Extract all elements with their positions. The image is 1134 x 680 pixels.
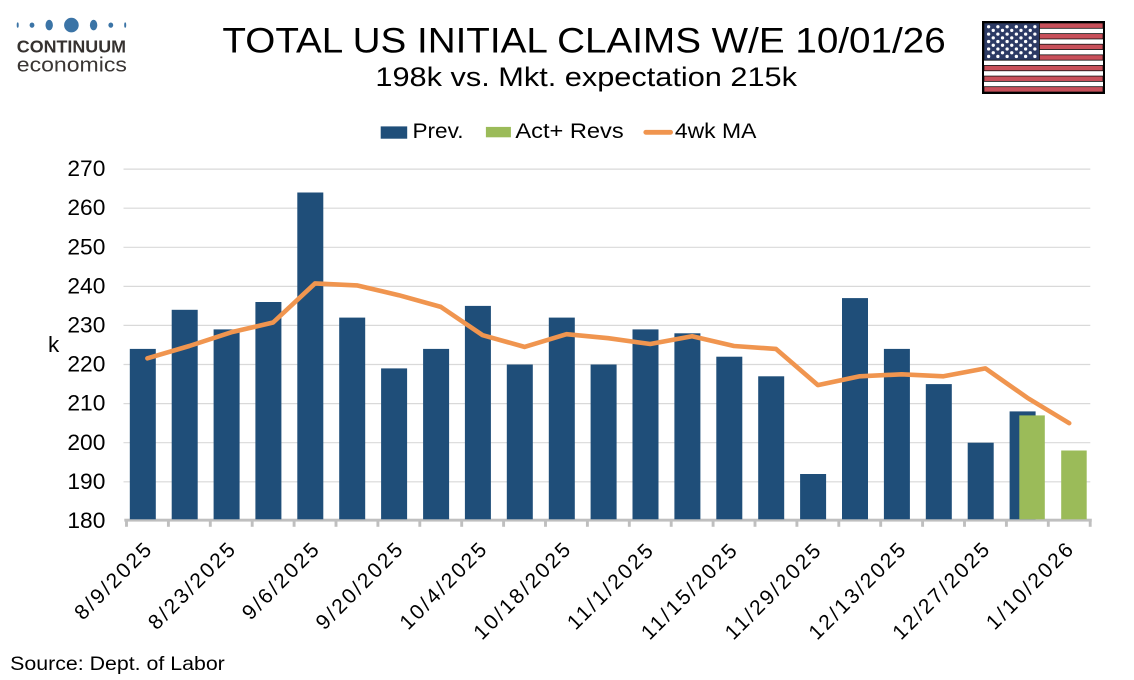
svg-text:Act+ Revs: Act+ Revs [515,119,623,143]
svg-text:270: 270 [67,156,105,181]
svg-text:200: 200 [67,430,105,455]
svg-text:economics: economics [17,54,127,76]
svg-text:250: 250 [67,234,105,259]
svg-text:Prev.: Prev. [413,119,464,143]
svg-text:260: 260 [67,195,105,220]
svg-text:k: k [48,332,60,357]
svg-text:190: 190 [67,469,105,494]
svg-text:220: 220 [67,352,105,377]
svg-text:4wk MA: 4wk MA [675,119,757,143]
svg-text:240: 240 [67,273,105,298]
svg-text:180: 180 [67,508,105,533]
svg-text:230: 230 [67,313,105,338]
svg-text:CONTINUUM: CONTINUUM [17,36,126,56]
svg-text:198k vs. Mkt. expectation 215k: 198k vs. Mkt. expectation 215k [375,62,797,92]
svg-text:Source: Dept. of Labor: Source: Dept. of Labor [10,653,225,675]
svg-text:TOTAL US INITIAL CLAIMS W/E 10: TOTAL US INITIAL CLAIMS W/E 10/01/26 [222,22,945,61]
svg-text:210: 210 [67,391,105,416]
